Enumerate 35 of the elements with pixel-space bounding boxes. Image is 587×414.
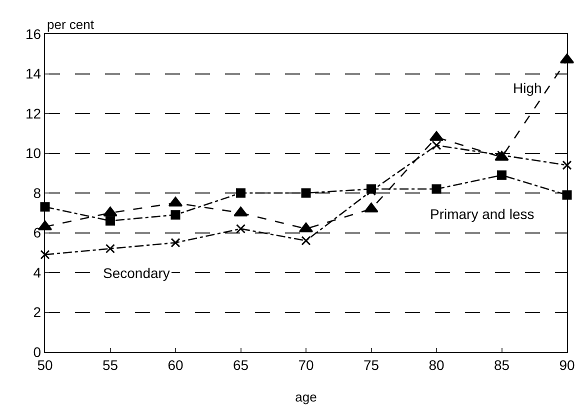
- x-tick-label: 65: [232, 356, 249, 373]
- point: [106, 244, 115, 254]
- point: [432, 184, 442, 194]
- point: [432, 140, 442, 150]
- y-tick-label: 12: [26, 105, 42, 122]
- point: [562, 160, 572, 170]
- series-label: Secondary: [103, 265, 170, 281]
- x-tick-label: 75: [363, 356, 380, 373]
- x-tick-label: 60: [168, 356, 184, 373]
- y-tick-label: 14: [26, 66, 42, 82]
- point: [497, 170, 506, 180]
- y-tick-label: 2: [33, 304, 42, 320]
- series-label: Primary and less: [430, 206, 534, 222]
- x-tick-label: 85: [494, 356, 510, 373]
- x-tick-label: 80: [428, 356, 444, 373]
- y-axis-title: per cent: [47, 17, 94, 32]
- x-tick-label: 55: [102, 356, 118, 373]
- point: [40, 202, 50, 212]
- point: [170, 238, 180, 248]
- y-tick-label: 10: [26, 145, 42, 162]
- point: [301, 188, 311, 198]
- x-tick-label: 90: [559, 356, 575, 373]
- x-tick-label: 70: [298, 356, 314, 373]
- point: [236, 188, 246, 198]
- point: [301, 236, 311, 246]
- series-label: High: [513, 80, 542, 96]
- point: [106, 216, 115, 226]
- y-tick-label: 16: [26, 26, 42, 42]
- y-tick-label: 4: [33, 264, 42, 280]
- y-tick-label: 8: [33, 184, 42, 201]
- x-axis-title: age: [295, 390, 317, 404]
- point: [236, 224, 246, 234]
- point: [40, 250, 50, 260]
- point: [562, 190, 572, 200]
- point: [170, 210, 180, 220]
